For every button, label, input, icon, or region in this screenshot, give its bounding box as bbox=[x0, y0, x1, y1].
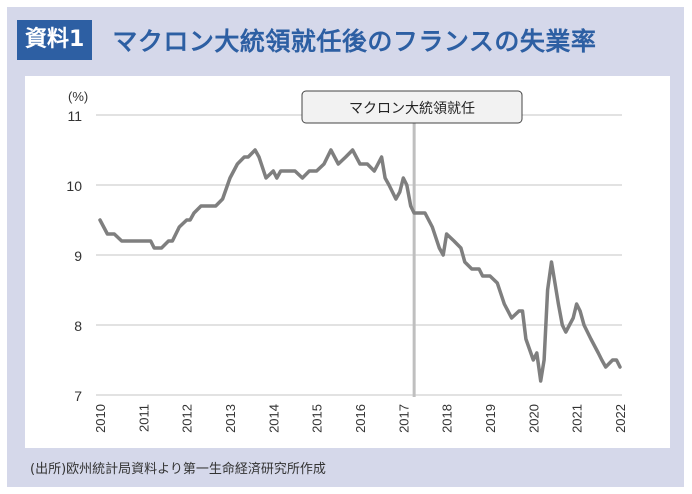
x-tick-label: 2014 bbox=[266, 404, 281, 433]
x-tick-label: 2016 bbox=[353, 404, 368, 433]
x-tick-label: 2018 bbox=[440, 404, 455, 433]
y-tick-label: 8 bbox=[74, 318, 82, 334]
y-tick-label: 11 bbox=[67, 108, 82, 124]
annotation-label: マクロン大統領就任 bbox=[349, 100, 475, 116]
y-tick-label: 7 bbox=[74, 388, 82, 404]
source-note: (出所)欧州統計局資料より第一生命経済研究所作成 bbox=[30, 462, 326, 477]
y-tick-label: 9 bbox=[74, 248, 82, 264]
x-tick-label: 2019 bbox=[483, 404, 498, 433]
annotation-box bbox=[301, 90, 523, 124]
figure-title: マクロン大統領就任後のフランスの失業率 bbox=[112, 27, 597, 56]
y-tick-label: 10 bbox=[66, 178, 82, 194]
figure-badge: 資料1 bbox=[17, 20, 93, 60]
x-tick-label: 2022 bbox=[613, 404, 628, 433]
unemployment-rate-line bbox=[98, 148, 622, 383]
x-tick-label: 2012 bbox=[180, 404, 195, 433]
x-tick-label: 2017 bbox=[396, 404, 411, 433]
x-tick-label: 2020 bbox=[526, 404, 541, 433]
x-tick-label: 2015 bbox=[310, 404, 325, 433]
figure-header: 資料1 マクロン大統領就任後のフランスの失業率 bbox=[17, 20, 596, 60]
x-tick-label: 2010 bbox=[93, 404, 108, 433]
chart-area bbox=[25, 76, 670, 448]
x-tick-label: 2021 bbox=[570, 404, 585, 433]
x-tick-label: 2011 bbox=[136, 404, 151, 432]
x-tick-label: 2013 bbox=[223, 404, 238, 433]
y-axis-unit: (%) bbox=[68, 89, 88, 104]
